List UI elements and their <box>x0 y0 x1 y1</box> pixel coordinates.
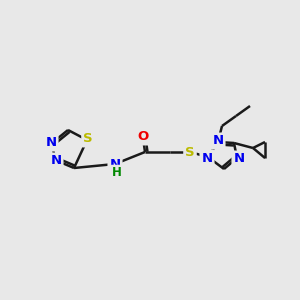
Text: N: N <box>110 158 121 170</box>
Text: N: N <box>212 134 224 148</box>
Text: H: H <box>112 167 122 179</box>
Text: N: N <box>50 154 62 167</box>
Text: O: O <box>137 130 148 143</box>
Text: N: N <box>201 152 213 164</box>
Text: S: S <box>185 146 195 158</box>
Text: N: N <box>233 152 244 166</box>
Text: N: N <box>45 136 57 149</box>
Text: S: S <box>83 133 93 146</box>
